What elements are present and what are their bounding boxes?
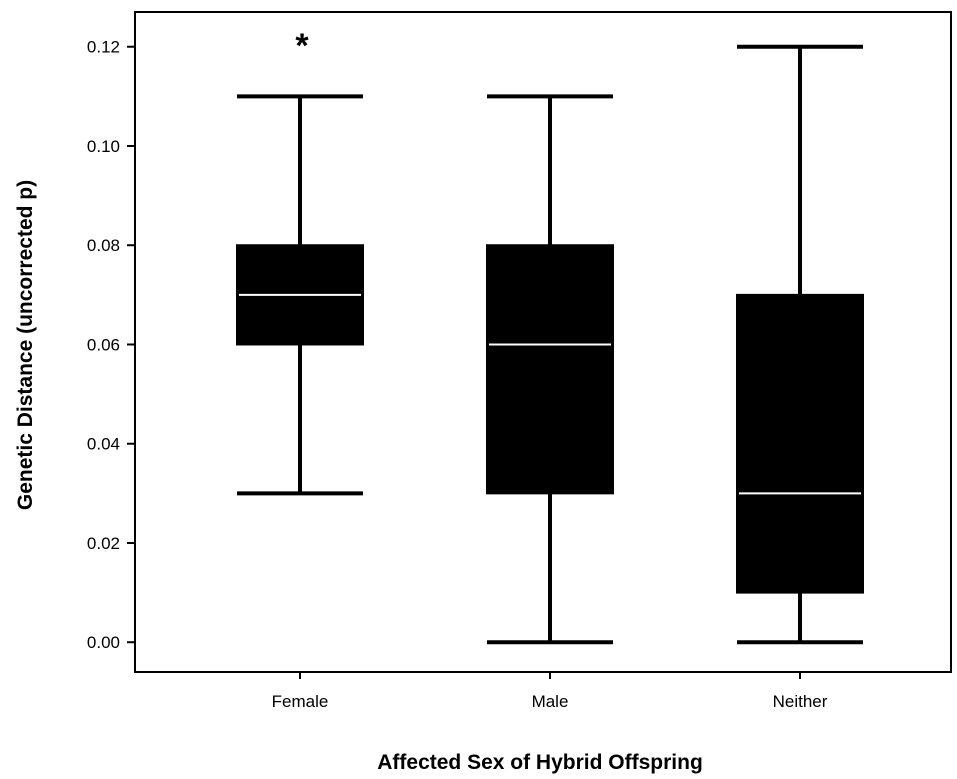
iqr-box [486, 244, 614, 495]
y-tick-label: 0.06 [87, 335, 120, 354]
y-tick-label: 0.00 [87, 633, 120, 652]
box-male [486, 94, 614, 645]
significance-asterisk: * [295, 27, 309, 65]
axes-layer [134, 11, 952, 673]
y-tick-label: 0.04 [87, 435, 120, 454]
box-female [236, 94, 364, 496]
boxes-layer [236, 44, 864, 645]
x-axis-title: Affected Sex of Hybrid Offspring [377, 751, 703, 774]
box-neither [736, 44, 864, 645]
y-axis-ticks: 0.00 0.02 0.04 0.06 0.08 0.10 0.12 [87, 38, 135, 652]
x-tick-label-neither: Neither [773, 692, 828, 711]
x-tick-label-male: Male [532, 692, 569, 711]
y-tick-label: 0.12 [87, 38, 120, 57]
y-tick-label: 0.02 [87, 534, 120, 553]
x-tick-label-female: Female [272, 692, 329, 711]
plot-frame [134, 11, 952, 673]
y-tick-label: 0.10 [87, 137, 120, 156]
annotations-layer: * [295, 27, 309, 65]
y-axis-title: Genetic Distance (uncorrected p) [14, 180, 37, 510]
iqr-box [736, 293, 864, 594]
y-tick-label: 0.08 [87, 236, 120, 255]
x-axis-tick-labels: Female Male Neither [272, 672, 828, 711]
